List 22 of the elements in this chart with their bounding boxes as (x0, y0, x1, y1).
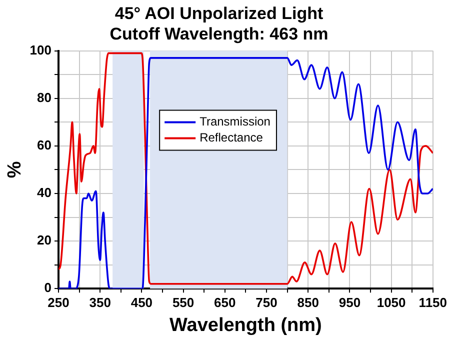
x-tick-label: 750 (256, 294, 278, 310)
x-tick-label: 1150 (418, 294, 447, 310)
y-tick-label: 0 (44, 280, 52, 296)
x-tick-label: 950 (338, 294, 361, 310)
legend-label: Transmission (200, 114, 270, 129)
x-tick-label: 1050 (376, 294, 406, 310)
x-tick-label: 350 (89, 294, 111, 310)
y-tick-label: 20 (37, 232, 52, 248)
y-tick-label: 80 (37, 90, 52, 105)
x-tick-label: 650 (214, 294, 236, 310)
x-tick-label: 250 (48, 294, 70, 310)
x-tick-label: 850 (297, 294, 319, 310)
y-axis-title: % (4, 161, 26, 178)
legend-label: Reflectance (200, 130, 264, 145)
x-tick-label: 550 (172, 294, 194, 310)
y-tick-label: 60 (37, 138, 52, 152)
x-tick-label: 450 (130, 294, 153, 310)
y-tick-label: 40 (37, 185, 52, 200)
y-tick-label: 100 (30, 42, 52, 58)
chart-title: 45° AOI Unpolarized Light (114, 4, 324, 23)
chart-subtitle: Cutoff Wavelength: 463 nm (110, 24, 328, 44)
x-axis-title: Wavelength (nm) (170, 314, 322, 336)
